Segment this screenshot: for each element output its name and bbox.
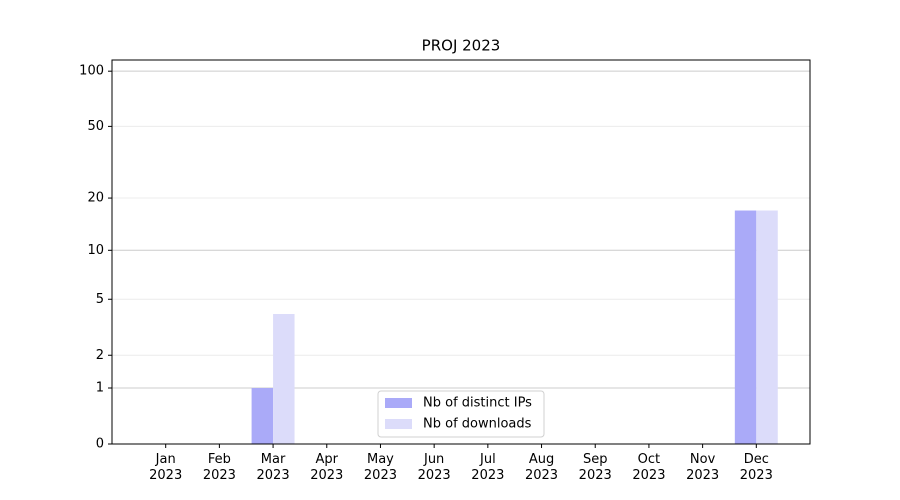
y-tick-label: 10 [87,243,104,258]
y-tick-label: 1 [96,381,104,396]
x-tick-label: Oct 2023 [632,452,666,483]
y-tick-label: 5 [96,292,104,307]
legend-swatch [385,398,412,408]
x-tick-label: Dec 2023 [739,452,773,483]
plot-frame [111,59,811,445]
x-tick-label: Aug 2023 [524,452,559,483]
legend-label: Nb of distinct IPs [423,396,532,411]
x-tick-label: Nov 2023 [686,452,720,483]
bar [734,210,757,444]
bar [756,210,778,444]
y-tick-label: 20 [87,191,104,206]
x-tick-label: Apr 2023 [310,452,344,483]
y-tick-label: 2 [96,348,104,363]
y-tick-label: 0 [96,437,104,452]
bar [273,313,295,444]
x-tick-label: Mar 2023 [256,452,290,483]
legend-label: Nb of downloads [423,417,532,432]
chart-title: PROJ 2023 [422,37,501,55]
legend-box [377,390,545,438]
y-tick-label: 100 [79,64,104,79]
x-tick-label: Jun 2023 [417,452,451,483]
bar [251,388,274,444]
x-tick-label: Jan 2023 [149,452,183,483]
x-tick-label: Feb 2023 [202,452,236,483]
y-tick-label: 50 [87,119,104,134]
x-tick-label: May 2023 [363,452,397,483]
x-tick-label: Jul 2023 [471,452,505,483]
x-tick-label: Sep 2023 [578,452,612,483]
legend-swatch [385,419,412,429]
